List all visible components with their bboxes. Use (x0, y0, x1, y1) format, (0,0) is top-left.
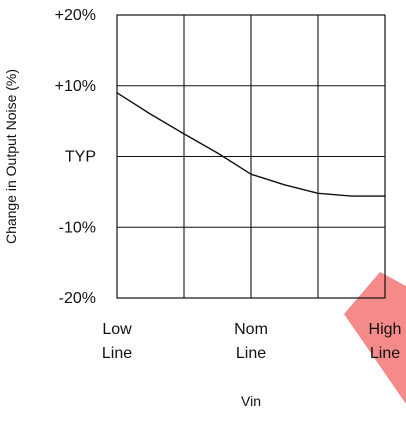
y-axis-title: Change in Output Noise (%) (3, 69, 19, 244)
x-tick-label-line: High (369, 321, 402, 338)
watermark-shape (344, 272, 406, 404)
x-tick-label-line: Nom (234, 321, 268, 338)
plot-layer: +20% +10% TYP -10% -20% Low Line Nom Line High Lin… (55, 7, 402, 362)
x-tick-label-line: Line (102, 345, 132, 362)
y-tick-label: TYP (65, 149, 96, 166)
y-tick-label: -20% (59, 290, 96, 307)
x-tick-label-line: Line (236, 345, 266, 362)
x-tick-label: High Line (369, 321, 402, 362)
y-tick-label: +20% (55, 7, 96, 24)
x-tick-label-line: Line (370, 345, 400, 362)
y-tick-label: -10% (59, 219, 96, 236)
x-tick-label: Low Line (102, 321, 132, 362)
x-axis-title: Vin (241, 393, 261, 409)
y-tick-label: +10% (55, 78, 96, 95)
x-tick-label-line: Low (102, 321, 132, 338)
x-tick-label: Nom Line (234, 321, 268, 362)
series-line (116, 92, 386, 197)
